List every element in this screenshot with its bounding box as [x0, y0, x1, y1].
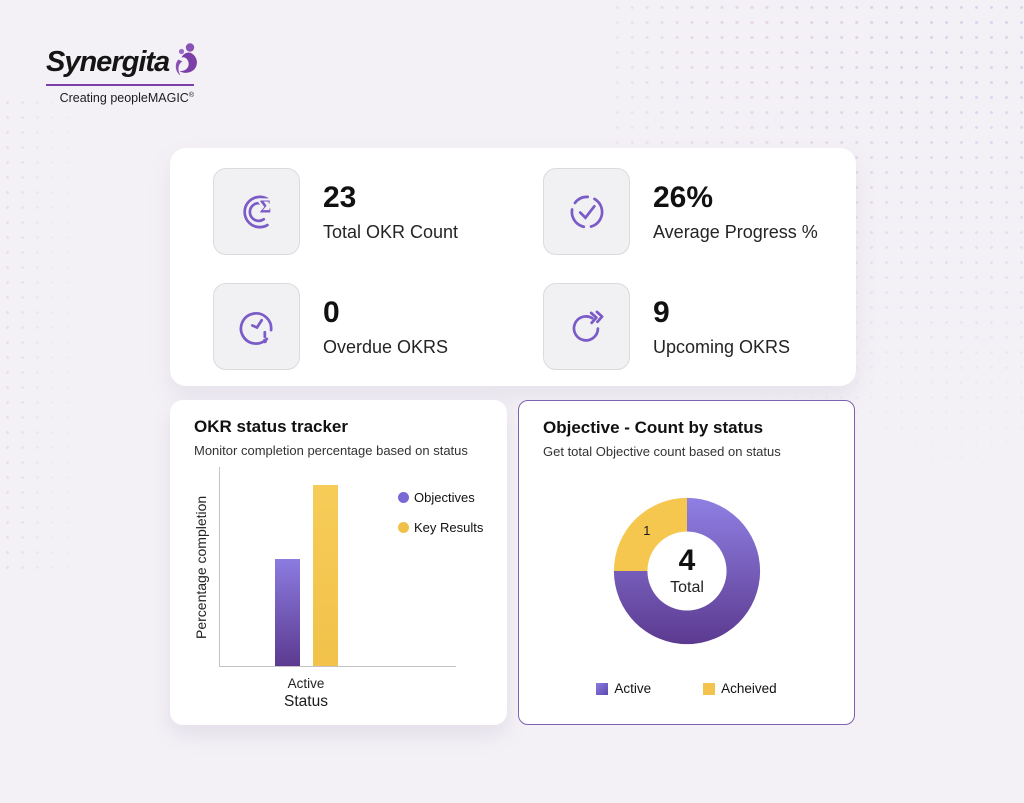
- kpi-icon-box: Σ: [213, 168, 300, 255]
- kpi-label: Average Progress %: [653, 221, 818, 242]
- synergita-logo: Synergita Creating peopleMAGIC®: [46, 43, 206, 105]
- legend-dot-purple: [398, 492, 409, 503]
- legend-square-yellow: [703, 682, 716, 695]
- logo-swirl-icon: [175, 43, 198, 76]
- kpi-label: Upcoming OKRS: [653, 336, 791, 357]
- overdue-clock-icon: [239, 311, 272, 345]
- kpi-tile-average-progress: 26% Average Progress %: [543, 168, 818, 255]
- dotted-background-pattern: [0, 95, 90, 575]
- okr-status-tracker-card: OKR status tracker Monitor completion pe…: [170, 400, 507, 725]
- logo-underline: [46, 84, 194, 86]
- svg-text:1: 1: [643, 523, 650, 538]
- kpi-icon-box: [213, 283, 300, 370]
- donut-chart: 1 4 Total: [601, 485, 773, 657]
- bar-chart-legend: Objectives Key Results: [398, 490, 483, 550]
- kpi-value: 0: [323, 296, 340, 329]
- donut-legend: Active Acheived: [519, 681, 854, 696]
- chart-subtitle: Monitor completion percentage based on s…: [194, 443, 468, 458]
- kpi-icon-box: [543, 168, 630, 255]
- kpi-label: Overdue OKRS: [323, 336, 449, 357]
- bar-chart-plot: [219, 467, 456, 667]
- x-axis-label: Status: [284, 693, 328, 710]
- chart-title: Objective - Count by status: [543, 418, 764, 437]
- progress-check-icon: [570, 195, 603, 228]
- logo-wordmark: Synergita: [46, 46, 170, 78]
- kpi-label: Total OKR Count: [323, 221, 459, 242]
- legend-item-active[interactable]: Active: [596, 681, 651, 696]
- kpi-icon-box: [543, 283, 630, 370]
- chart-title: OKR status tracker: [194, 417, 349, 436]
- kpi-tile-total-okr: Σ 23 Total OKR Count: [213, 168, 458, 255]
- okr-count-icon: Σ: [242, 194, 273, 228]
- legend-label: Acheived: [721, 681, 777, 696]
- legend-item-acheived[interactable]: Acheived: [703, 681, 777, 696]
- objective-count-by-status-card: Objective - Count by status Get total Ob…: [518, 400, 855, 725]
- kpi-tile-upcoming-okrs: 9 Upcoming OKRS: [543, 283, 790, 370]
- y-axis-label: Percentage completion: [193, 495, 209, 639]
- bar-objectives: [275, 558, 300, 666]
- legend-label: Key Results: [414, 520, 484, 535]
- legend-label: Active: [614, 681, 652, 696]
- upcoming-refresh-icon: [572, 310, 603, 342]
- kpi-tile-overdue-okrs: 0 Overdue OKRS: [213, 283, 448, 370]
- legend-square-purple: [596, 682, 609, 695]
- x-category-label: Active: [287, 676, 325, 691]
- legend-dot-yellow: [398, 522, 409, 533]
- legend-item-key-results[interactable]: Key Results: [398, 520, 483, 535]
- bar-key-results: [313, 484, 338, 666]
- kpi-value: 26%: [653, 181, 714, 214]
- kpi-value: 23: [323, 181, 357, 214]
- legend-label: Objectives: [414, 490, 475, 505]
- legend-item-objectives[interactable]: Objectives: [398, 490, 483, 505]
- kpi-value: 9: [653, 296, 670, 329]
- kpi-summary-card: Σ 23 Total OKR Count 26% Average Progres…: [170, 148, 856, 386]
- svg-text:Σ: Σ: [259, 196, 271, 216]
- logo-tagline: Creating peopleMAGIC®: [59, 91, 194, 105]
- chart-subtitle: Get total Objective count based on statu…: [543, 444, 781, 459]
- donut-svg: 1: [613, 497, 761, 645]
